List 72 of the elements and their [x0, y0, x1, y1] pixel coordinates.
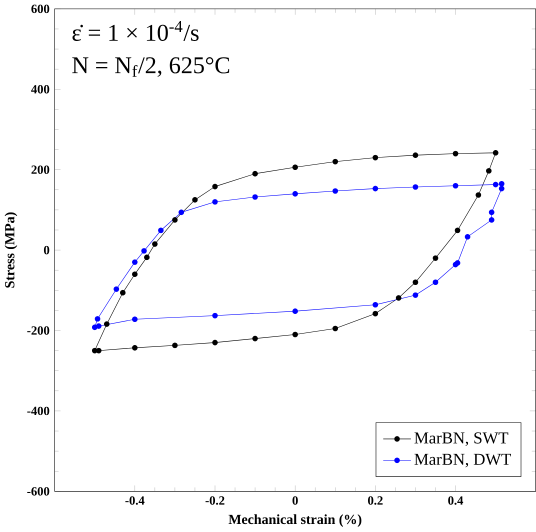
point [94, 316, 100, 322]
point [476, 192, 482, 198]
point [372, 155, 378, 161]
point [120, 290, 126, 296]
point [332, 188, 338, 194]
point [432, 280, 438, 286]
point [488, 210, 494, 216]
legend-label: MarBN, SWT [414, 432, 508, 446]
point [132, 316, 138, 322]
y-tick-label: 0 [44, 246, 50, 255]
point [252, 171, 258, 177]
point [252, 336, 258, 342]
point [454, 228, 460, 234]
annotation: N = N$_{f}$/2, 625°C [72, 57, 230, 78]
point [464, 234, 470, 240]
point [432, 256, 438, 262]
point [412, 184, 418, 190]
point [96, 324, 102, 330]
y-tick-label: 200 [31, 166, 50, 174]
point [332, 159, 338, 165]
x-tick-label: 0 [292, 496, 298, 505]
x-tick-label: 0.4 [448, 496, 464, 505]
point [212, 184, 218, 190]
point [292, 164, 298, 170]
point [396, 295, 402, 301]
point [212, 313, 218, 319]
point [132, 272, 138, 278]
point [332, 326, 338, 332]
point [192, 197, 198, 203]
point [372, 186, 378, 192]
x-tick-label: 0.2 [368, 496, 383, 505]
point [492, 150, 498, 156]
annotation: ε̇ = 1 × 10$^{-4}$/s [72, 21, 199, 42]
point [144, 254, 150, 260]
point [492, 182, 498, 188]
point [412, 280, 418, 286]
point [292, 332, 298, 338]
point [498, 186, 504, 192]
point [488, 217, 494, 223]
legend-label: MarBN, DWT [414, 454, 512, 468]
y-tick-label: -400 [27, 406, 50, 416]
point [212, 340, 218, 346]
point [292, 191, 298, 197]
point [412, 292, 418, 298]
point [132, 260, 138, 266]
y-tick-label: -200 [27, 326, 50, 335]
point [486, 168, 492, 174]
point [178, 210, 184, 216]
point [104, 322, 110, 328]
point [114, 286, 120, 292]
point [172, 217, 178, 223]
point [212, 199, 218, 205]
point [141, 248, 147, 254]
x-tick-label: -0.4 [125, 496, 144, 505]
point [452, 183, 458, 189]
point [372, 311, 378, 317]
point [372, 302, 378, 308]
y-tick-label: -600 [27, 487, 50, 496]
point [172, 342, 178, 348]
y-tick-label: 600 [31, 4, 50, 14]
x-tick-label: -0.2 [206, 496, 224, 505]
point [452, 151, 458, 157]
point [292, 308, 298, 314]
point [152, 242, 158, 248]
point [158, 228, 164, 234]
point [498, 181, 504, 187]
y-tick-label: 400 [31, 85, 50, 94]
point [252, 194, 258, 200]
point [132, 345, 138, 351]
y-axis-title: Stress (MPa) [4, 212, 18, 288]
point [412, 152, 418, 158]
x-axis-title: Mechanical strain (%) [228, 514, 362, 528]
